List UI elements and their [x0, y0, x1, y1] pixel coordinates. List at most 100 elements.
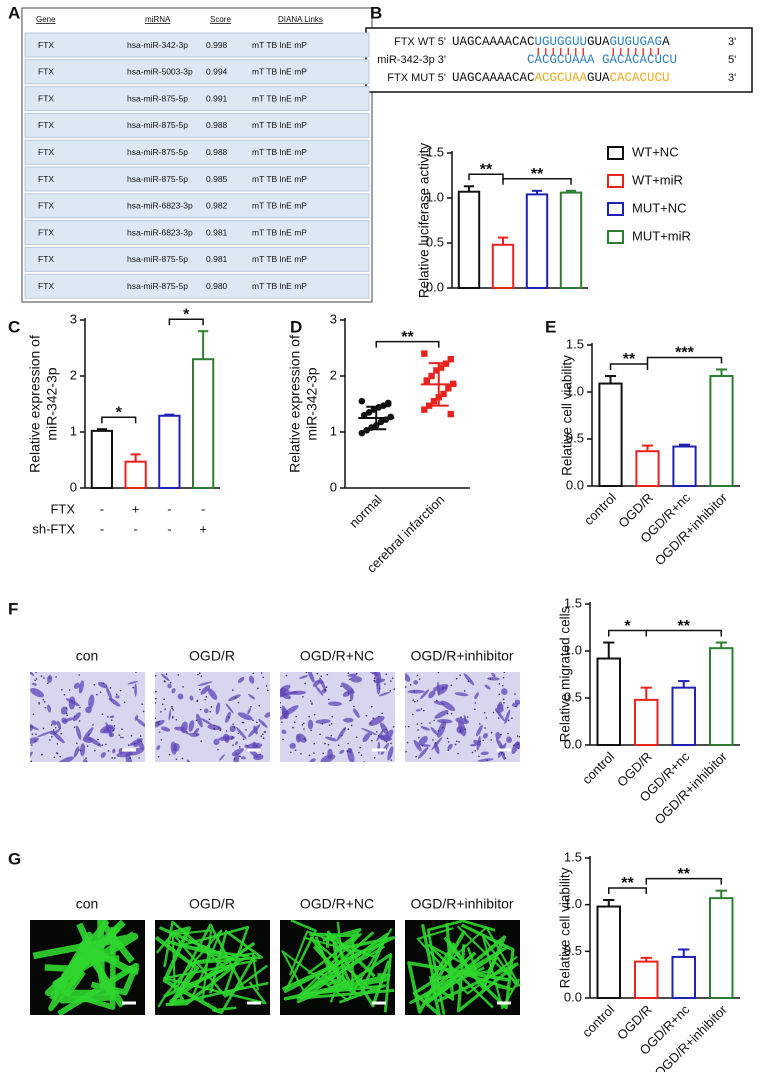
y-axis-label: Relative expression of — [287, 335, 303, 473]
pore — [420, 722, 423, 725]
pore — [393, 688, 395, 691]
bar — [635, 450, 660, 487]
tube — [61, 927, 116, 1010]
cell — [31, 682, 37, 686]
table-cell: hsa-miR-6823-3p — [127, 201, 193, 211]
micrograph — [30, 920, 145, 1015]
pore — [421, 744, 424, 747]
data-point — [447, 356, 454, 363]
cell — [134, 683, 137, 697]
y-tick-label: 0 — [70, 479, 77, 494]
pore — [209, 710, 212, 713]
condition-value: - — [201, 501, 205, 516]
tube — [314, 936, 393, 1013]
y-tick-label: 1.0 — [566, 383, 584, 398]
cell — [258, 718, 268, 728]
pore — [31, 733, 34, 736]
significance-bracket — [168, 318, 204, 326]
pore — [303, 738, 306, 740]
y-tick-label: 1.0 — [564, 642, 582, 657]
pore — [378, 687, 381, 689]
cell — [433, 684, 449, 691]
pore — [390, 759, 392, 761]
pore — [163, 680, 166, 682]
table-cell: 0.988 — [206, 120, 228, 130]
micrograph — [280, 920, 395, 1015]
y-axis-label: Relative expression of — [27, 335, 43, 473]
cell — [189, 695, 194, 701]
bar — [671, 686, 696, 746]
table-cell: mT TB lnE mP — [252, 67, 307, 77]
tube — [163, 959, 267, 1005]
cell — [108, 697, 121, 707]
pore — [262, 676, 264, 679]
significance-bracket — [608, 887, 647, 894]
pore — [309, 700, 312, 702]
cell — [207, 688, 218, 700]
pore — [186, 730, 188, 733]
table-cell: mT TB lnE mP — [252, 174, 307, 184]
pore — [262, 733, 264, 736]
cell — [171, 688, 176, 694]
pore — [515, 705, 517, 708]
pore — [158, 720, 160, 723]
y-tick-label: 0.0 — [566, 477, 584, 492]
pore — [375, 730, 378, 733]
pore — [231, 737, 233, 740]
cell — [437, 721, 446, 738]
pore — [42, 698, 45, 701]
pore — [463, 690, 466, 692]
pore — [324, 689, 326, 692]
significance-bracket — [375, 340, 440, 348]
sequence-label: FTX MUT 5' — [387, 72, 446, 84]
y-tick-label: 2 — [330, 367, 337, 382]
pore — [115, 693, 118, 696]
cell — [61, 717, 68, 724]
pore — [245, 729, 247, 731]
pore — [175, 758, 178, 761]
table-cell: hsa-miR-875-5p — [127, 93, 188, 103]
cell — [491, 672, 496, 678]
pore — [415, 755, 417, 758]
pore — [497, 717, 500, 719]
cell — [281, 708, 289, 720]
pore — [195, 734, 198, 736]
pore — [455, 677, 458, 680]
legend-swatch — [607, 174, 624, 188]
table-header: Score — [210, 15, 231, 24]
pore — [227, 716, 230, 719]
pore — [517, 743, 520, 746]
pore — [331, 715, 334, 718]
pore — [474, 708, 476, 711]
bar — [709, 897, 734, 1000]
pore — [259, 753, 262, 756]
pore — [102, 682, 105, 685]
pore — [479, 740, 482, 743]
table-cell: mT TB lnE mP — [252, 93, 307, 103]
cell — [215, 702, 221, 715]
table-cell: 0.981 — [206, 254, 228, 264]
pore — [373, 677, 376, 680]
tube — [407, 929, 510, 1014]
pore — [55, 676, 57, 678]
pore — [484, 727, 486, 729]
y-tick-label: 0.0 — [564, 989, 582, 1004]
cell — [225, 703, 234, 714]
cell — [57, 756, 75, 762]
table-header: Gene — [36, 15, 56, 24]
legend-swatch — [607, 230, 624, 244]
y-tick-label: 1.5 — [564, 849, 582, 864]
pore — [30, 760, 33, 762]
pore — [231, 736, 234, 738]
tube — [44, 931, 93, 1002]
y-tick-label: 0.5 — [564, 689, 582, 704]
cell — [407, 689, 425, 694]
tube — [420, 923, 455, 1001]
pore — [101, 744, 104, 746]
condition-label: FTX — [50, 501, 75, 516]
cell — [496, 703, 504, 710]
pore — [233, 758, 236, 760]
pore — [252, 719, 254, 722]
pore — [504, 757, 507, 760]
